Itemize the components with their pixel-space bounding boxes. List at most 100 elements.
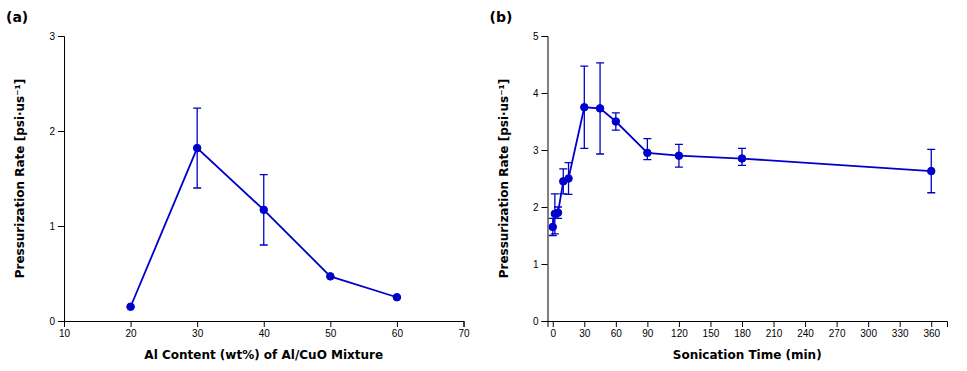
tick: 90 (642, 321, 654, 339)
panel-title: (a) (6, 9, 28, 25)
tick-mark (330, 321, 331, 327)
tick-label: 120 (671, 328, 688, 339)
tick-label: 180 (734, 328, 751, 339)
tick-label: 270 (829, 328, 846, 339)
tick: 120 (671, 321, 688, 339)
y-axis-title: Pressurization Rate [psi·us⁻¹] (13, 79, 27, 279)
tick-label: 2 (49, 126, 55, 137)
tick-label: 150 (703, 328, 720, 339)
panel-title: (b) (490, 9, 513, 25)
x-axis: 0 30 60 90 120 150 180 210 240 270 300 330 360 (548, 321, 948, 339)
point (581, 103, 589, 111)
tick-mark (900, 321, 901, 327)
tick-mark (584, 321, 585, 327)
tick-label: 1 (49, 221, 55, 232)
tick-mark (742, 321, 743, 327)
point (393, 293, 401, 301)
tick: 0 (49, 316, 64, 327)
tick: 10 (59, 321, 71, 339)
tick-label: 3 (49, 31, 55, 42)
tick-label: 5 (533, 31, 539, 42)
tick-label: 60 (611, 328, 623, 339)
tick-label: 30 (192, 328, 204, 339)
axis-line (548, 322, 948, 328)
error-bar (549, 218, 557, 235)
tick-label: 90 (642, 328, 654, 339)
tick-mark (931, 321, 932, 327)
tick-label: 40 (259, 328, 271, 339)
error-bar (927, 149, 935, 192)
x-axis-title: Sonication Time (min) (673, 348, 822, 362)
tick-label: 1 (533, 259, 539, 270)
tick-mark (647, 321, 648, 327)
tick: 360 (923, 321, 940, 339)
tick-mark (464, 321, 465, 327)
error-bar (738, 148, 746, 165)
tick: 60 (392, 321, 404, 339)
tick: 4 (533, 88, 548, 99)
tick: 270 (829, 321, 846, 339)
tick-label: 60 (392, 328, 404, 339)
point (675, 152, 683, 160)
tick: 1 (533, 259, 548, 270)
tick-mark (131, 321, 132, 327)
x-axis-title: Al Content (wt%) of Al/CuO Mixture (144, 348, 383, 362)
tick-label: 330 (892, 328, 909, 339)
axis-line (542, 37, 549, 322)
tick: 70 (458, 321, 470, 339)
error-bar (675, 144, 683, 167)
tick-mark (542, 207, 548, 208)
tick-mark (868, 321, 869, 327)
tick-mark (58, 131, 64, 132)
tick: 5 (533, 31, 548, 42)
error-bar (193, 108, 201, 188)
tick: 0 (533, 316, 548, 327)
point (738, 155, 746, 163)
point (927, 167, 935, 175)
point (565, 175, 573, 183)
point (193, 144, 201, 152)
tick: 0 (550, 321, 556, 339)
tick-label: 240 (797, 328, 814, 339)
tick: 60 (611, 321, 623, 339)
tick: 40 (259, 321, 271, 339)
tick: 2 (49, 126, 64, 137)
tick-label: 210 (766, 328, 783, 339)
plot-area (127, 108, 401, 310)
tick-mark (58, 226, 64, 227)
point (554, 209, 562, 217)
tick-mark (58, 321, 64, 322)
panel: 10 20 30 40 50 60 70 0 1 2 3 (a) Al Content (wt%) of… (6, 9, 470, 362)
tick: 330 (892, 321, 909, 339)
tick: 240 (797, 321, 814, 339)
tick-mark (774, 321, 775, 327)
line (131, 148, 397, 307)
tick-label: 0 (49, 316, 55, 327)
tick-mark (837, 321, 838, 327)
error-bar (580, 66, 588, 148)
tick-mark (553, 321, 554, 327)
tick-label: 30 (579, 328, 591, 339)
tick-mark (58, 36, 64, 37)
tick: 1 (49, 221, 64, 232)
axis-line (58, 37, 65, 322)
tick: 30 (192, 321, 204, 339)
error-bar (612, 113, 620, 130)
tick-label: 360 (923, 328, 940, 339)
tick: 3 (49, 31, 64, 42)
tick-mark (542, 36, 548, 37)
point (644, 149, 652, 157)
tick-mark (616, 321, 617, 327)
tick-label: 2 (533, 202, 539, 213)
tick: 210 (766, 321, 783, 339)
tick: 20 (126, 321, 138, 339)
error-bar (565, 163, 573, 195)
point (596, 105, 604, 113)
tick: 50 (325, 321, 337, 339)
tick-label: 10 (59, 328, 71, 339)
tick-mark (542, 321, 548, 322)
point (612, 118, 620, 126)
tick-label: 0 (533, 316, 539, 327)
tick-label: 300 (860, 328, 877, 339)
tick: 3 (533, 145, 548, 156)
